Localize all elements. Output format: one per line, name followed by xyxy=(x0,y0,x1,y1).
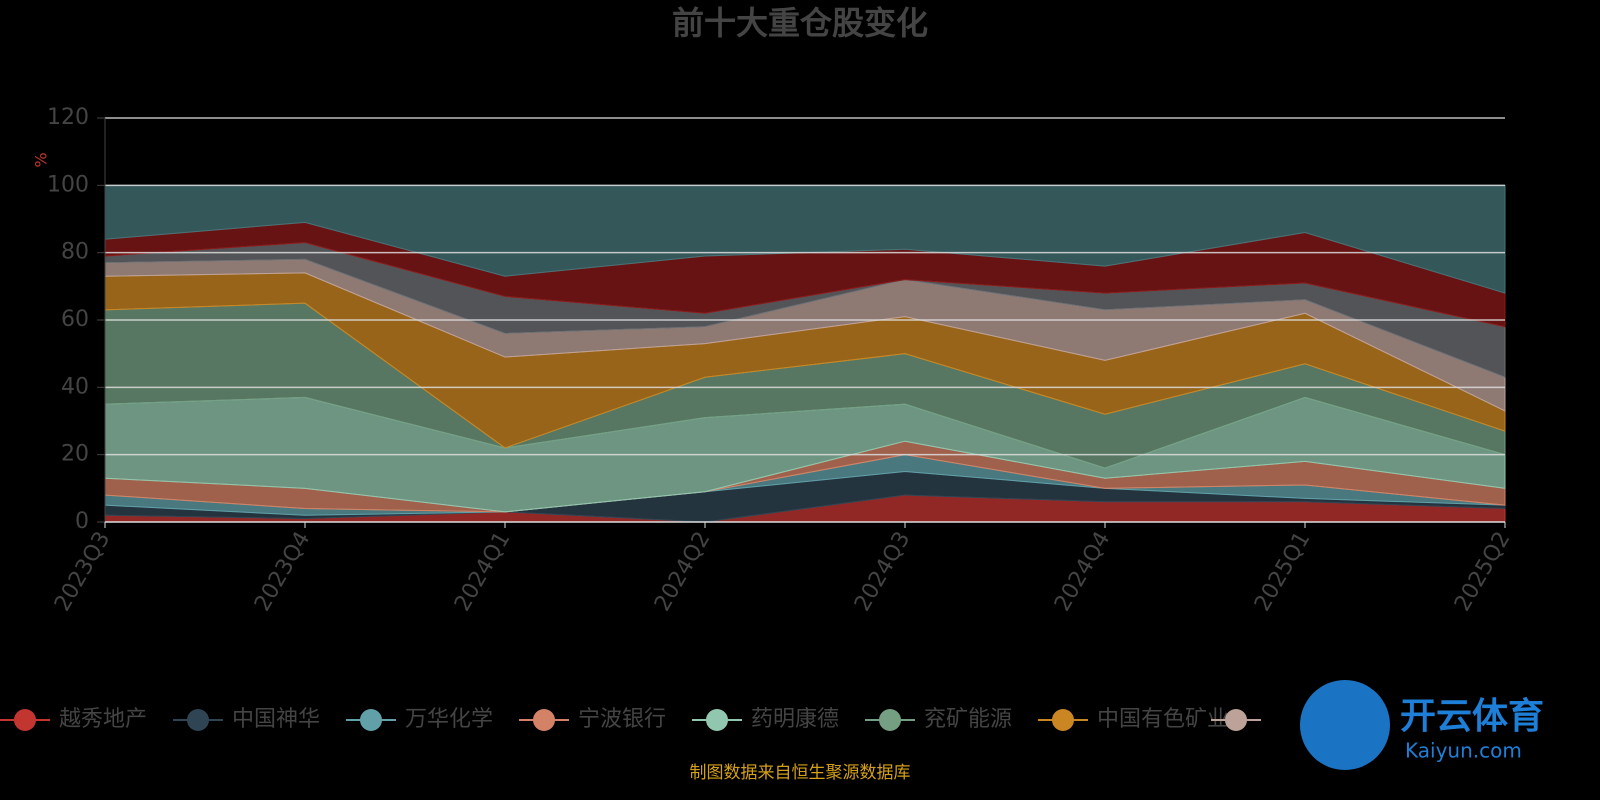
legend-label: 中国有色矿业 xyxy=(1097,707,1229,732)
legend-label: 宁波银行 xyxy=(578,707,666,732)
watermark-logo xyxy=(1300,680,1390,770)
legend-marker xyxy=(706,709,728,731)
x-tick-label: 2025Q1 xyxy=(1250,528,1315,616)
y-tick-label: 80 xyxy=(61,240,89,265)
y-tick-label: 40 xyxy=(61,374,89,399)
y-tick-label: 60 xyxy=(61,307,89,332)
y-tick-label: 0 xyxy=(75,509,89,534)
legend-marker xyxy=(879,709,901,731)
x-tick-label: 2023Q3 xyxy=(50,528,115,616)
y-axis-label: % xyxy=(32,152,51,167)
x-tick-label: 2024Q3 xyxy=(850,528,915,616)
y-tick-label: 20 xyxy=(61,442,89,467)
chart-title: 前十大重仓股变化 xyxy=(672,4,928,42)
legend-marker xyxy=(1052,709,1074,731)
legend-marker xyxy=(1225,709,1247,731)
legend-label: 兖矿能源 xyxy=(924,707,1012,732)
legend-label: 中国神华 xyxy=(232,707,320,732)
legend-marker xyxy=(360,709,382,731)
legend-label: 越秀地产 xyxy=(59,707,147,732)
x-tick-label: 2025Q2 xyxy=(1450,528,1515,616)
legend-marker xyxy=(533,709,555,731)
y-tick-label: 100 xyxy=(47,172,89,197)
x-tick-label: 2024Q2 xyxy=(650,528,715,616)
x-tick-label: 2024Q4 xyxy=(1050,528,1115,616)
watermark-subtitle: Kaiyun.com xyxy=(1405,739,1522,763)
source-note: 制图数据来自恒生聚源数据库 xyxy=(690,763,911,783)
watermark-title: 开云体育 xyxy=(1400,696,1544,737)
legend-label: 万华化学 xyxy=(405,707,493,732)
x-tick-label: 2024Q1 xyxy=(450,528,515,616)
y-tick-label: 120 xyxy=(47,105,89,130)
x-tick-label: 2023Q4 xyxy=(250,528,315,616)
legend-marker xyxy=(187,709,209,731)
legend-marker xyxy=(14,709,36,731)
legend-label: 药明康德 xyxy=(751,707,839,732)
